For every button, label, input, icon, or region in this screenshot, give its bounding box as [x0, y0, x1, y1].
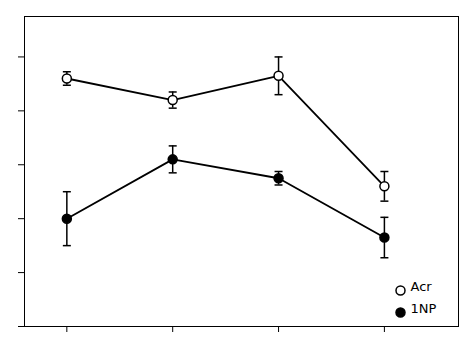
svg-text:1NP: 1NP — [411, 301, 437, 316]
svg-text:Acr: Acr — [411, 279, 433, 294]
